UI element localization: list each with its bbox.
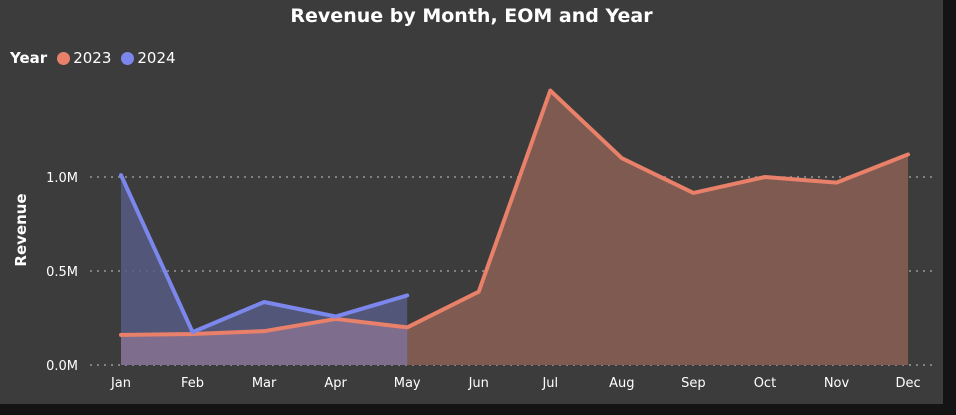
x-tick-label: Sep — [681, 376, 706, 391]
legend: Year 2023 2024 — [10, 49, 182, 67]
y-axis-label: Revenue — [12, 193, 30, 266]
area-2023 — [121, 90, 909, 366]
area-overlap — [121, 318, 408, 365]
point-2023-Jan — [120, 334, 122, 336]
x-tick-label: Oct — [754, 376, 776, 391]
x-tick-label: Feb — [181, 376, 204, 391]
point-2023-Apr — [335, 318, 337, 320]
point-2023-Dec — [907, 153, 909, 155]
x-tick-label: Apr — [324, 376, 347, 391]
x-tick-label: Dec — [895, 376, 920, 391]
x-tick-label: Jul — [541, 376, 558, 391]
legend-marker-2024 — [121, 51, 135, 65]
chart-panel: Revenue by Month, EOM and Year Year 2023… — [0, 0, 943, 404]
chart-title: Revenue by Month, EOM and Year — [290, 5, 653, 27]
chart-plot: 0.0M 0.5M 1.0M Jan Feb Mar Apr May Jun Jul Aug Sep O… — [12, 88, 935, 391]
y-tick-label: 0.0M — [46, 359, 78, 374]
y-tick-label: 1.0M — [46, 171, 78, 186]
legend-label-2024: 2024 — [137, 49, 176, 67]
legend-label-2023: 2023 — [73, 49, 112, 67]
point-2023-May — [406, 326, 408, 328]
point-2023-Jun — [478, 291, 480, 293]
point-2024-Mar — [263, 301, 265, 303]
point-2024-May — [406, 294, 408, 296]
point-2023-Nov — [836, 182, 837, 184]
legend-item-2023[interactable]: 2023 — [57, 49, 111, 67]
point-2023-Mar — [263, 330, 265, 332]
x-tick-label: May — [394, 376, 421, 391]
x-tick-label: Nov — [824, 376, 850, 391]
line-2023 — [119, 88, 911, 337]
x-tick-label: Aug — [609, 376, 634, 391]
point-2024-Apr — [335, 315, 337, 317]
legend-title: Year — [10, 49, 48, 67]
point-2024-Jan — [120, 174, 122, 176]
point-2023-Aug — [621, 157, 623, 159]
x-tick-label: Jun — [468, 376, 489, 391]
x-tick-label: Mar — [252, 376, 277, 391]
point-2024-Feb — [192, 331, 194, 333]
point-2023-Oct — [764, 176, 766, 178]
point-2023-Jul — [549, 90, 551, 92]
x-tick-label: Jan — [110, 376, 131, 391]
y-tick-label: 0.5M — [46, 265, 78, 280]
legend-item-2024[interactable]: 2024 — [121, 49, 176, 67]
legend-marker-2023 — [57, 51, 71, 65]
point-2023-Sep — [692, 192, 694, 194]
